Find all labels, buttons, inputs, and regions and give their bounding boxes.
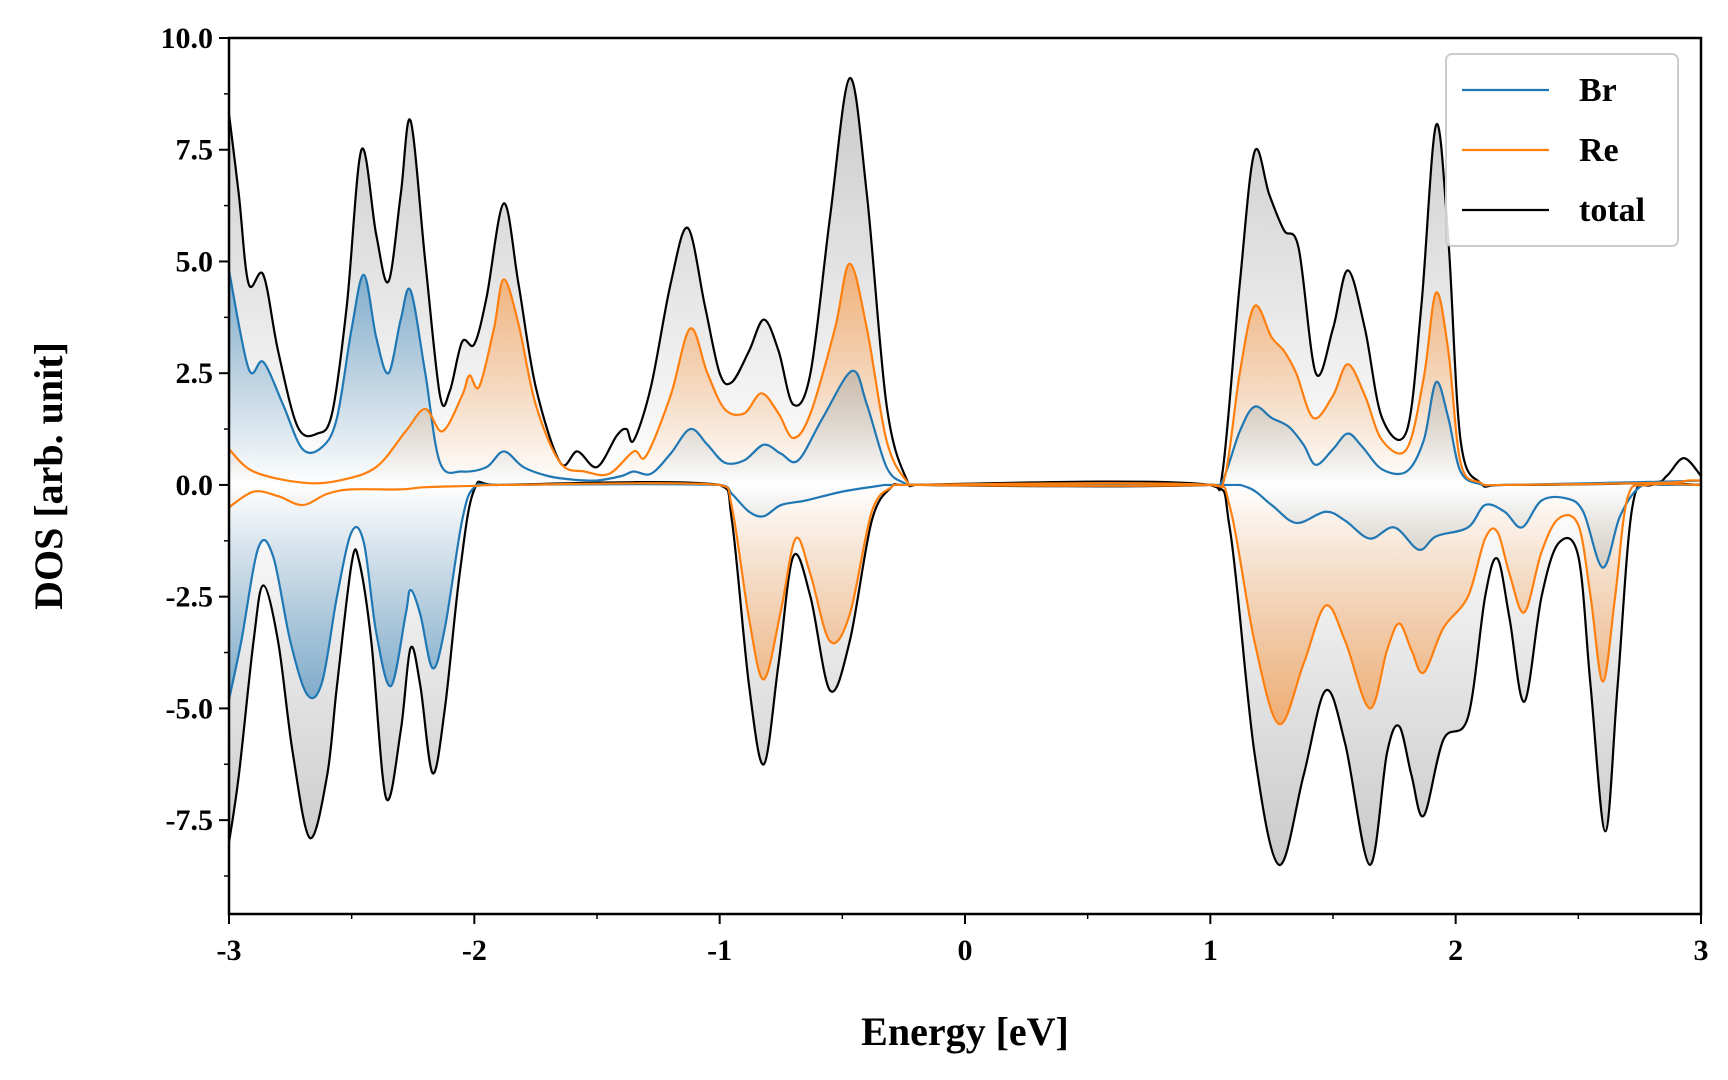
y-tick-label: 0.0	[176, 469, 214, 502]
fill-re-down	[229, 483, 1701, 725]
line-br-down	[227, 482, 1702, 700]
y-tick-label: 10.0	[161, 22, 214, 55]
y-tick-label: -5.0	[166, 692, 214, 725]
x-tick-label: -3	[217, 934, 242, 967]
legend-box	[1445, 53, 1679, 247]
x-tick-label: -1	[707, 934, 732, 967]
line-re-down	[228, 482, 1702, 726]
series-lines	[227, 77, 1702, 866]
x-tick-label: -2	[462, 934, 487, 967]
x-tick-label: 3	[1694, 934, 1709, 967]
legend: Br Re total	[1445, 53, 1679, 247]
fill-br-down	[229, 483, 1701, 700]
line-br-up	[227, 270, 1702, 487]
line-total-up	[227, 77, 1702, 492]
legend-label-total: total	[1579, 192, 1645, 229]
y-tick-label: -7.5	[166, 804, 214, 837]
line-re-up	[228, 262, 1702, 488]
series-fills	[229, 78, 1701, 865]
x-tick-label: 1	[1203, 934, 1218, 967]
y-tick-label: 2.5	[176, 357, 214, 390]
y-tick-label: -2.5	[166, 581, 214, 614]
x-axis: -3 -2 -1 0 1 2 3	[217, 914, 1709, 967]
fill-total-up	[229, 78, 1701, 491]
x-axis-title: Energy [eV]	[861, 1009, 1069, 1054]
line-total-down	[227, 480, 1702, 866]
y-axis-title: DOS [arb. unit]	[26, 342, 71, 610]
fill-br-up	[229, 270, 1701, 486]
fill-re-up	[229, 263, 1701, 487]
y-tick-label: 7.5	[176, 134, 214, 167]
y-axis: -7.5 -5.0 -2.5 0.0 2.5 5.0 7.5 10.0	[161, 22, 229, 877]
legend-label-br: Br	[1579, 72, 1617, 109]
legend-label-re: Re	[1579, 132, 1619, 169]
y-tick-label: 5.0	[176, 245, 214, 278]
x-tick-label: 0	[958, 934, 973, 967]
x-tick-label: 2	[1448, 934, 1463, 967]
